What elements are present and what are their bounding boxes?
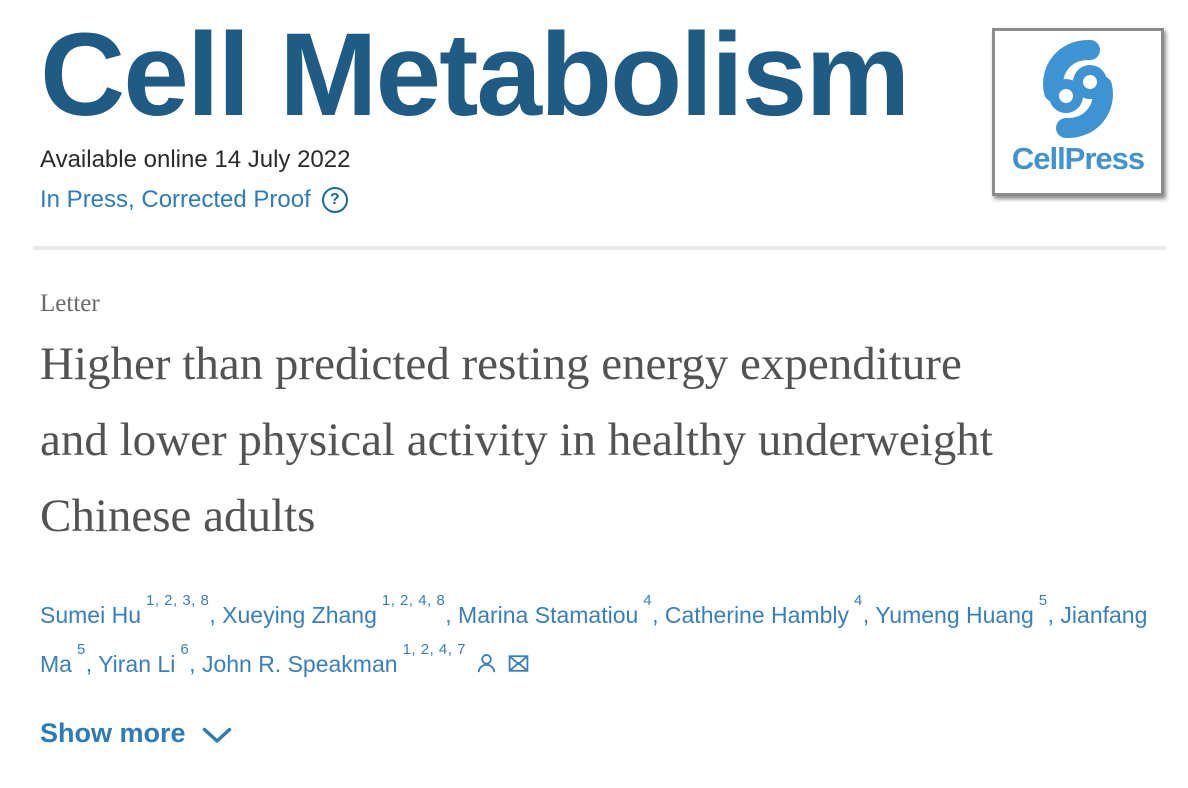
author-separator: , bbox=[862, 601, 876, 628]
show-more-label: Show more bbox=[40, 717, 186, 748]
author-link[interactable]: Jianfang Ma5 bbox=[40, 602, 1147, 677]
author-affiliations: 1, 2, 4, 8 bbox=[381, 592, 446, 610]
author-name: Yiran Li bbox=[98, 650, 176, 677]
chevron-down-icon bbox=[202, 727, 231, 743]
person-icon[interactable] bbox=[475, 652, 498, 675]
show-more-button[interactable]: Show more bbox=[40, 718, 232, 749]
author-affiliations: 4 bbox=[643, 592, 653, 610]
author-separator: , bbox=[1047, 601, 1061, 628]
author-name: Sumei Hu bbox=[40, 601, 141, 628]
article-type-label: Letter bbox=[40, 290, 100, 318]
author-separator: , bbox=[209, 601, 223, 628]
author-link[interactable]: John R. Speakman1, 2, 4, 7 bbox=[201, 641, 466, 677]
author-name: Xueying Zhang bbox=[222, 601, 377, 628]
author-name: John R. Speakman bbox=[201, 650, 398, 677]
section-divider bbox=[33, 246, 1166, 251]
in-press-link[interactable]: In Press, Corrected Proof bbox=[40, 186, 311, 214]
help-icon-glyph: ? bbox=[329, 191, 340, 209]
author-affiliations: 1, 2, 3, 8 bbox=[145, 592, 210, 610]
envelope-icon[interactable] bbox=[507, 652, 530, 675]
author-name: Marina Stamatiou bbox=[458, 601, 639, 628]
author-list: Sumei Hu1, 2, 3, 8, Xueying Zhang1, 2, 4… bbox=[40, 588, 1160, 685]
author-separator: , bbox=[445, 601, 459, 628]
author-affiliations: 6 bbox=[180, 640, 190, 658]
corresponding-author-icons bbox=[466, 651, 530, 677]
available-online-date: Available online 14 July 2022 bbox=[40, 146, 351, 174]
in-press-row: In Press, Corrected Proof ? bbox=[40, 186, 1162, 214]
author-link[interactable]: Yiran Li6 bbox=[98, 641, 189, 677]
author-affiliations: 5 bbox=[76, 640, 86, 658]
author-separator: , bbox=[189, 650, 202, 677]
author-affiliations: 4 bbox=[854, 592, 863, 610]
author-separator: , bbox=[85, 650, 99, 677]
author-name: Jianfang Ma bbox=[40, 601, 1148, 677]
author-link[interactable]: Yumeng Huang5 bbox=[875, 592, 1047, 628]
cellpress-logo[interactable]: CellPress bbox=[992, 28, 1164, 196]
author-link[interactable]: Catherine Hambly 4 bbox=[664, 592, 863, 628]
author-link[interactable]: Marina Stamatiou4 bbox=[458, 592, 652, 628]
author-separator: , bbox=[652, 601, 665, 628]
author-name: Yumeng Huang bbox=[875, 601, 1034, 628]
help-icon[interactable]: ? bbox=[321, 187, 348, 214]
author-affiliations: 1, 2, 4, 7 bbox=[402, 640, 466, 658]
article-title: Higher than predicted resting energy exp… bbox=[40, 338, 993, 543]
cellpress-logo-text: CellPress bbox=[1011, 141, 1145, 176]
journal-title[interactable]: Cell Metabolism bbox=[40, 9, 910, 141]
author-name: Catherine Hambly bbox=[664, 601, 849, 628]
author-affiliations: 5 bbox=[1038, 592, 1048, 610]
author-link[interactable]: Sumei Hu1, 2, 3, 8 bbox=[40, 592, 209, 628]
cellpress-mark-icon bbox=[1043, 40, 1113, 138]
author-link[interactable]: Xueying Zhang1, 2, 4, 8 bbox=[222, 592, 445, 628]
